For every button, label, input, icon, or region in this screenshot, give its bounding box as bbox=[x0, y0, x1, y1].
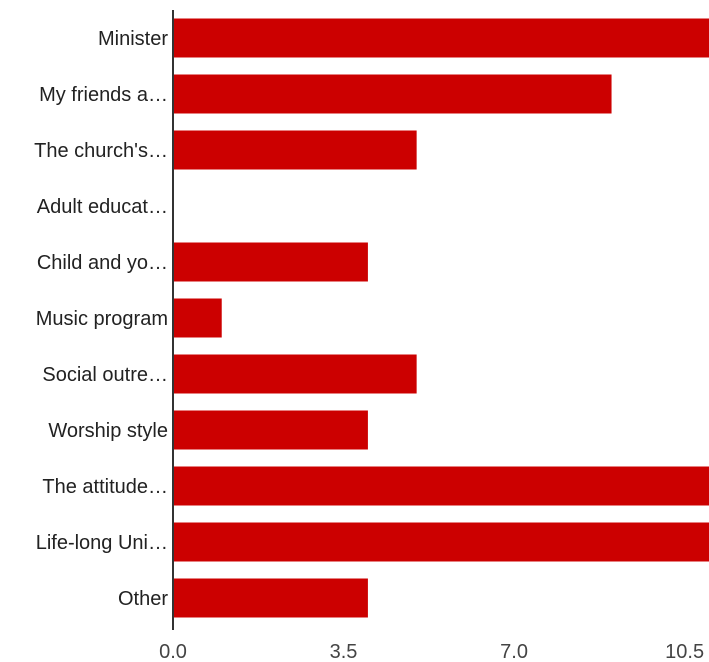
bars-group bbox=[173, 18, 709, 618]
bar-0[interactable] bbox=[173, 18, 709, 58]
category-label-3: Adult educat… bbox=[37, 196, 168, 218]
category-label-9: Life-long Uni… bbox=[36, 532, 168, 554]
category-label-8: The attitude… bbox=[42, 476, 168, 498]
category-label-1: My friends a… bbox=[39, 84, 168, 106]
bar-2[interactable] bbox=[173, 130, 417, 170]
category-label-4: Child and yo… bbox=[37, 252, 168, 274]
x-tick-label-1: 3.5 bbox=[330, 641, 358, 662]
x-tick-label-0: 0.0 bbox=[159, 641, 187, 662]
bar-6[interactable] bbox=[173, 354, 417, 394]
x-tick-label-3: 10.5 bbox=[665, 641, 704, 662]
bar-1[interactable] bbox=[173, 74, 612, 114]
category-label-0: Minister bbox=[98, 28, 168, 50]
category-label-7: Worship style bbox=[48, 420, 168, 442]
bar-8[interactable] bbox=[173, 466, 709, 506]
category-label-5: Music program bbox=[36, 308, 168, 330]
x-tick-label-2: 7.0 bbox=[500, 641, 528, 662]
category-label-10: Other bbox=[118, 588, 168, 610]
category-label-2: The church's… bbox=[34, 140, 168, 162]
bar-5[interactable] bbox=[173, 298, 222, 338]
category-labels: Minister My friends a… The church's… Adult … bbox=[34, 28, 168, 610]
bar-7[interactable] bbox=[173, 410, 368, 450]
bar-10[interactable] bbox=[173, 578, 368, 618]
bar-4[interactable] bbox=[173, 242, 368, 282]
bar-9[interactable] bbox=[173, 522, 709, 562]
category-label-6: Social outre… bbox=[42, 364, 168, 386]
x-tick-labels: 0.0 3.5 7.0 10.5 bbox=[159, 641, 704, 662]
